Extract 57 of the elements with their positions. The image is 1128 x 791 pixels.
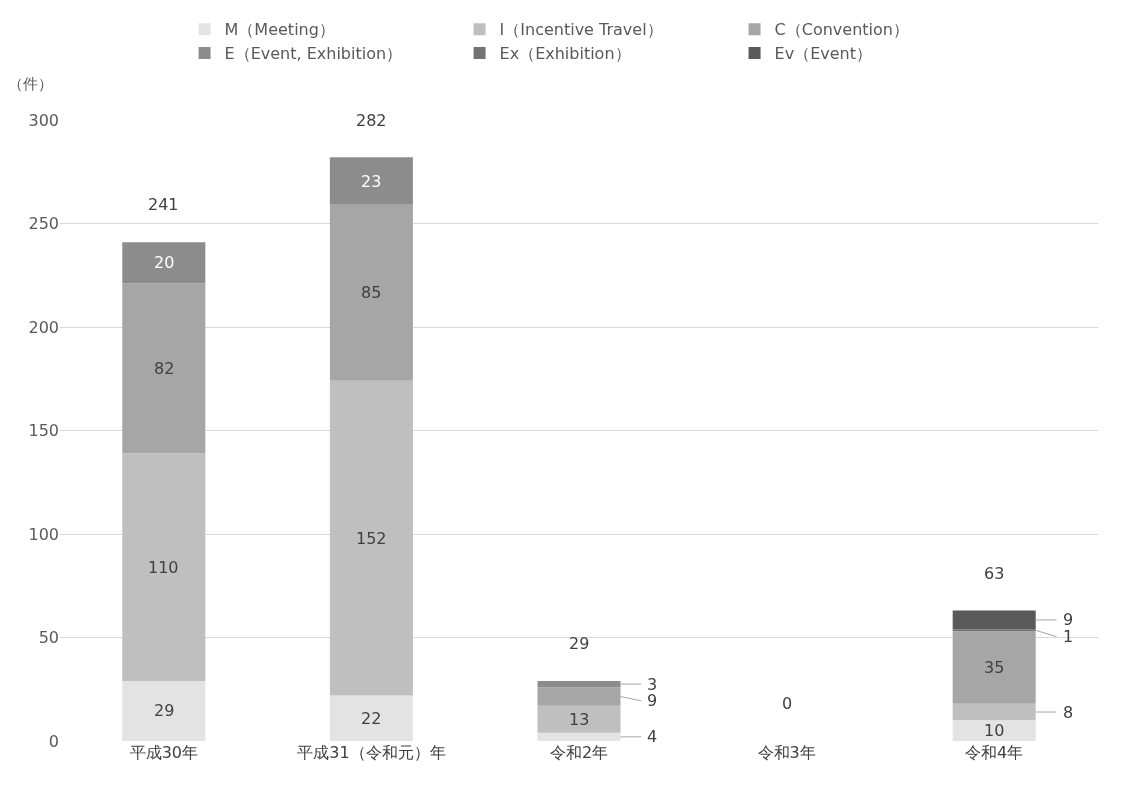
bar	[537, 732, 621, 741]
total-label: 282	[356, 111, 387, 130]
y-tick-label: 0	[48, 731, 59, 751]
y-axis-title: （件）	[8, 75, 53, 93]
bar	[952, 631, 1036, 704]
y-tick-label: 300	[28, 110, 59, 130]
y-tick-label: 50	[38, 628, 59, 648]
data-label: 35	[984, 658, 1005, 677]
bar	[952, 629, 1036, 632]
bar	[329, 204, 413, 381]
data-label: 4	[647, 727, 658, 746]
x-tick-label: 令和4年	[965, 743, 1024, 762]
data-label: 110	[148, 558, 179, 577]
bar	[122, 680, 206, 741]
data-label: 23	[361, 172, 382, 191]
bar	[952, 720, 1036, 741]
bar	[122, 453, 206, 681]
y-tick-label: 150	[28, 421, 59, 441]
data-label: 22	[361, 709, 382, 728]
data-label: 3	[647, 675, 658, 694]
bar	[537, 705, 621, 733]
legend-label: C（Convention）	[774, 20, 909, 40]
data-label: 9	[1063, 610, 1074, 629]
x-tick-label: 平成30年	[129, 743, 198, 762]
data-label: 29	[154, 701, 175, 720]
bar	[329, 695, 413, 741]
y-tick-label: 100	[28, 524, 59, 544]
data-label: 9	[647, 691, 658, 710]
bar	[952, 703, 1036, 721]
bar	[329, 380, 413, 696]
data-label: 85	[361, 283, 382, 302]
legend-label: Ev（Event）	[774, 44, 872, 64]
legend-label: Ex（Exhibition）	[499, 44, 631, 64]
bar	[329, 157, 413, 205]
legend-label: M（Meeting）	[224, 20, 335, 40]
data-label: 8	[1063, 703, 1074, 722]
bar	[122, 242, 206, 284]
bar	[122, 283, 206, 454]
x-tick-label: 令和3年	[757, 743, 816, 762]
total-label: 241	[148, 195, 179, 214]
x-tick-label: 令和2年	[549, 743, 609, 762]
bar	[952, 610, 1036, 630]
total-label: 0	[782, 694, 793, 713]
data-label: 82	[154, 359, 175, 378]
total-label: 63	[984, 564, 1005, 583]
bar	[537, 680, 621, 688]
y-tick-label: 250	[28, 214, 59, 234]
data-label: 13	[569, 710, 590, 729]
x-tick-label: 平成31（令和元）年	[297, 743, 446, 762]
total-label: 29	[569, 634, 590, 653]
legend-label: E（Event, Exhibition）	[224, 44, 403, 64]
legend-label: I（Incentive Travel）	[499, 20, 663, 40]
data-label: 10	[984, 721, 1005, 740]
data-label: 20	[154, 253, 175, 272]
data-label: 152	[356, 529, 387, 548]
data-label: 1	[1063, 627, 1074, 646]
y-tick-label: 200	[28, 317, 59, 337]
